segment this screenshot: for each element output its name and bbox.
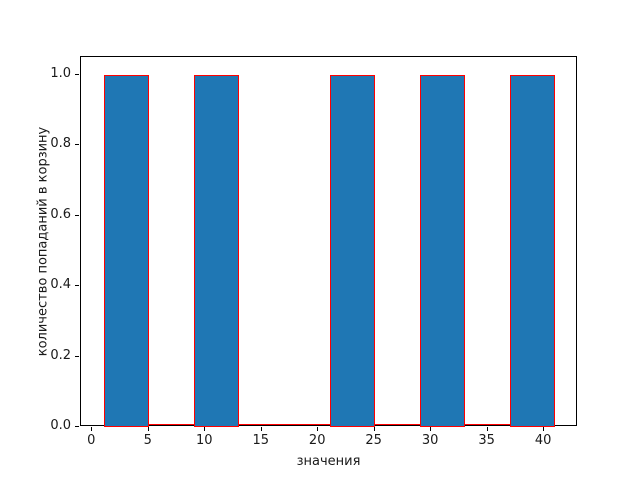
histogram-bar — [103, 74, 149, 427]
y-tick — [75, 355, 79, 357]
histogram-bar — [510, 74, 556, 427]
y-tick-label: 0.0 — [50, 418, 71, 433]
y-tick — [75, 426, 79, 427]
y-tick — [75, 144, 79, 146]
y-tick-label: 1.0 — [50, 65, 71, 81]
x-tick — [543, 427, 545, 431]
y-tick — [75, 285, 79, 287]
y-axis-label: количество попаданий в корзину — [35, 126, 51, 357]
x-tick-label: 35 — [478, 433, 495, 448]
x-tick — [486, 427, 488, 431]
x-axis-label: значения — [296, 454, 361, 469]
y-tick-label: 0.2 — [50, 347, 71, 363]
plot-area — [80, 56, 577, 427]
y-tick-label: 0.6 — [50, 206, 71, 222]
zero-bin-baseline — [103, 424, 556, 425]
x-tick-label: 5 — [143, 433, 152, 448]
x-tick-label: 40 — [534, 433, 552, 448]
x-tick — [373, 427, 375, 431]
x-tick — [91, 427, 93, 431]
y-tick-label: 0.4 — [50, 277, 71, 293]
histogram-bar — [329, 74, 375, 427]
histogram-bar — [193, 74, 240, 427]
y-tick — [75, 214, 79, 216]
x-tick-label: 30 — [421, 433, 439, 448]
x-tick — [260, 427, 262, 431]
x-tick — [204, 427, 206, 431]
x-tick-label: 20 — [308, 433, 326, 448]
x-tick-label: 15 — [252, 433, 269, 448]
histogram-bar — [419, 74, 466, 427]
x-tick-label: 10 — [195, 433, 213, 448]
y-tick — [75, 73, 79, 75]
x-tick-label: 0 — [87, 433, 96, 448]
y-tick-label: 0.8 — [50, 136, 71, 152]
x-tick — [317, 427, 319, 431]
x-tick — [430, 427, 432, 431]
x-tick-label: 25 — [365, 433, 382, 448]
x-tick — [147, 427, 149, 431]
